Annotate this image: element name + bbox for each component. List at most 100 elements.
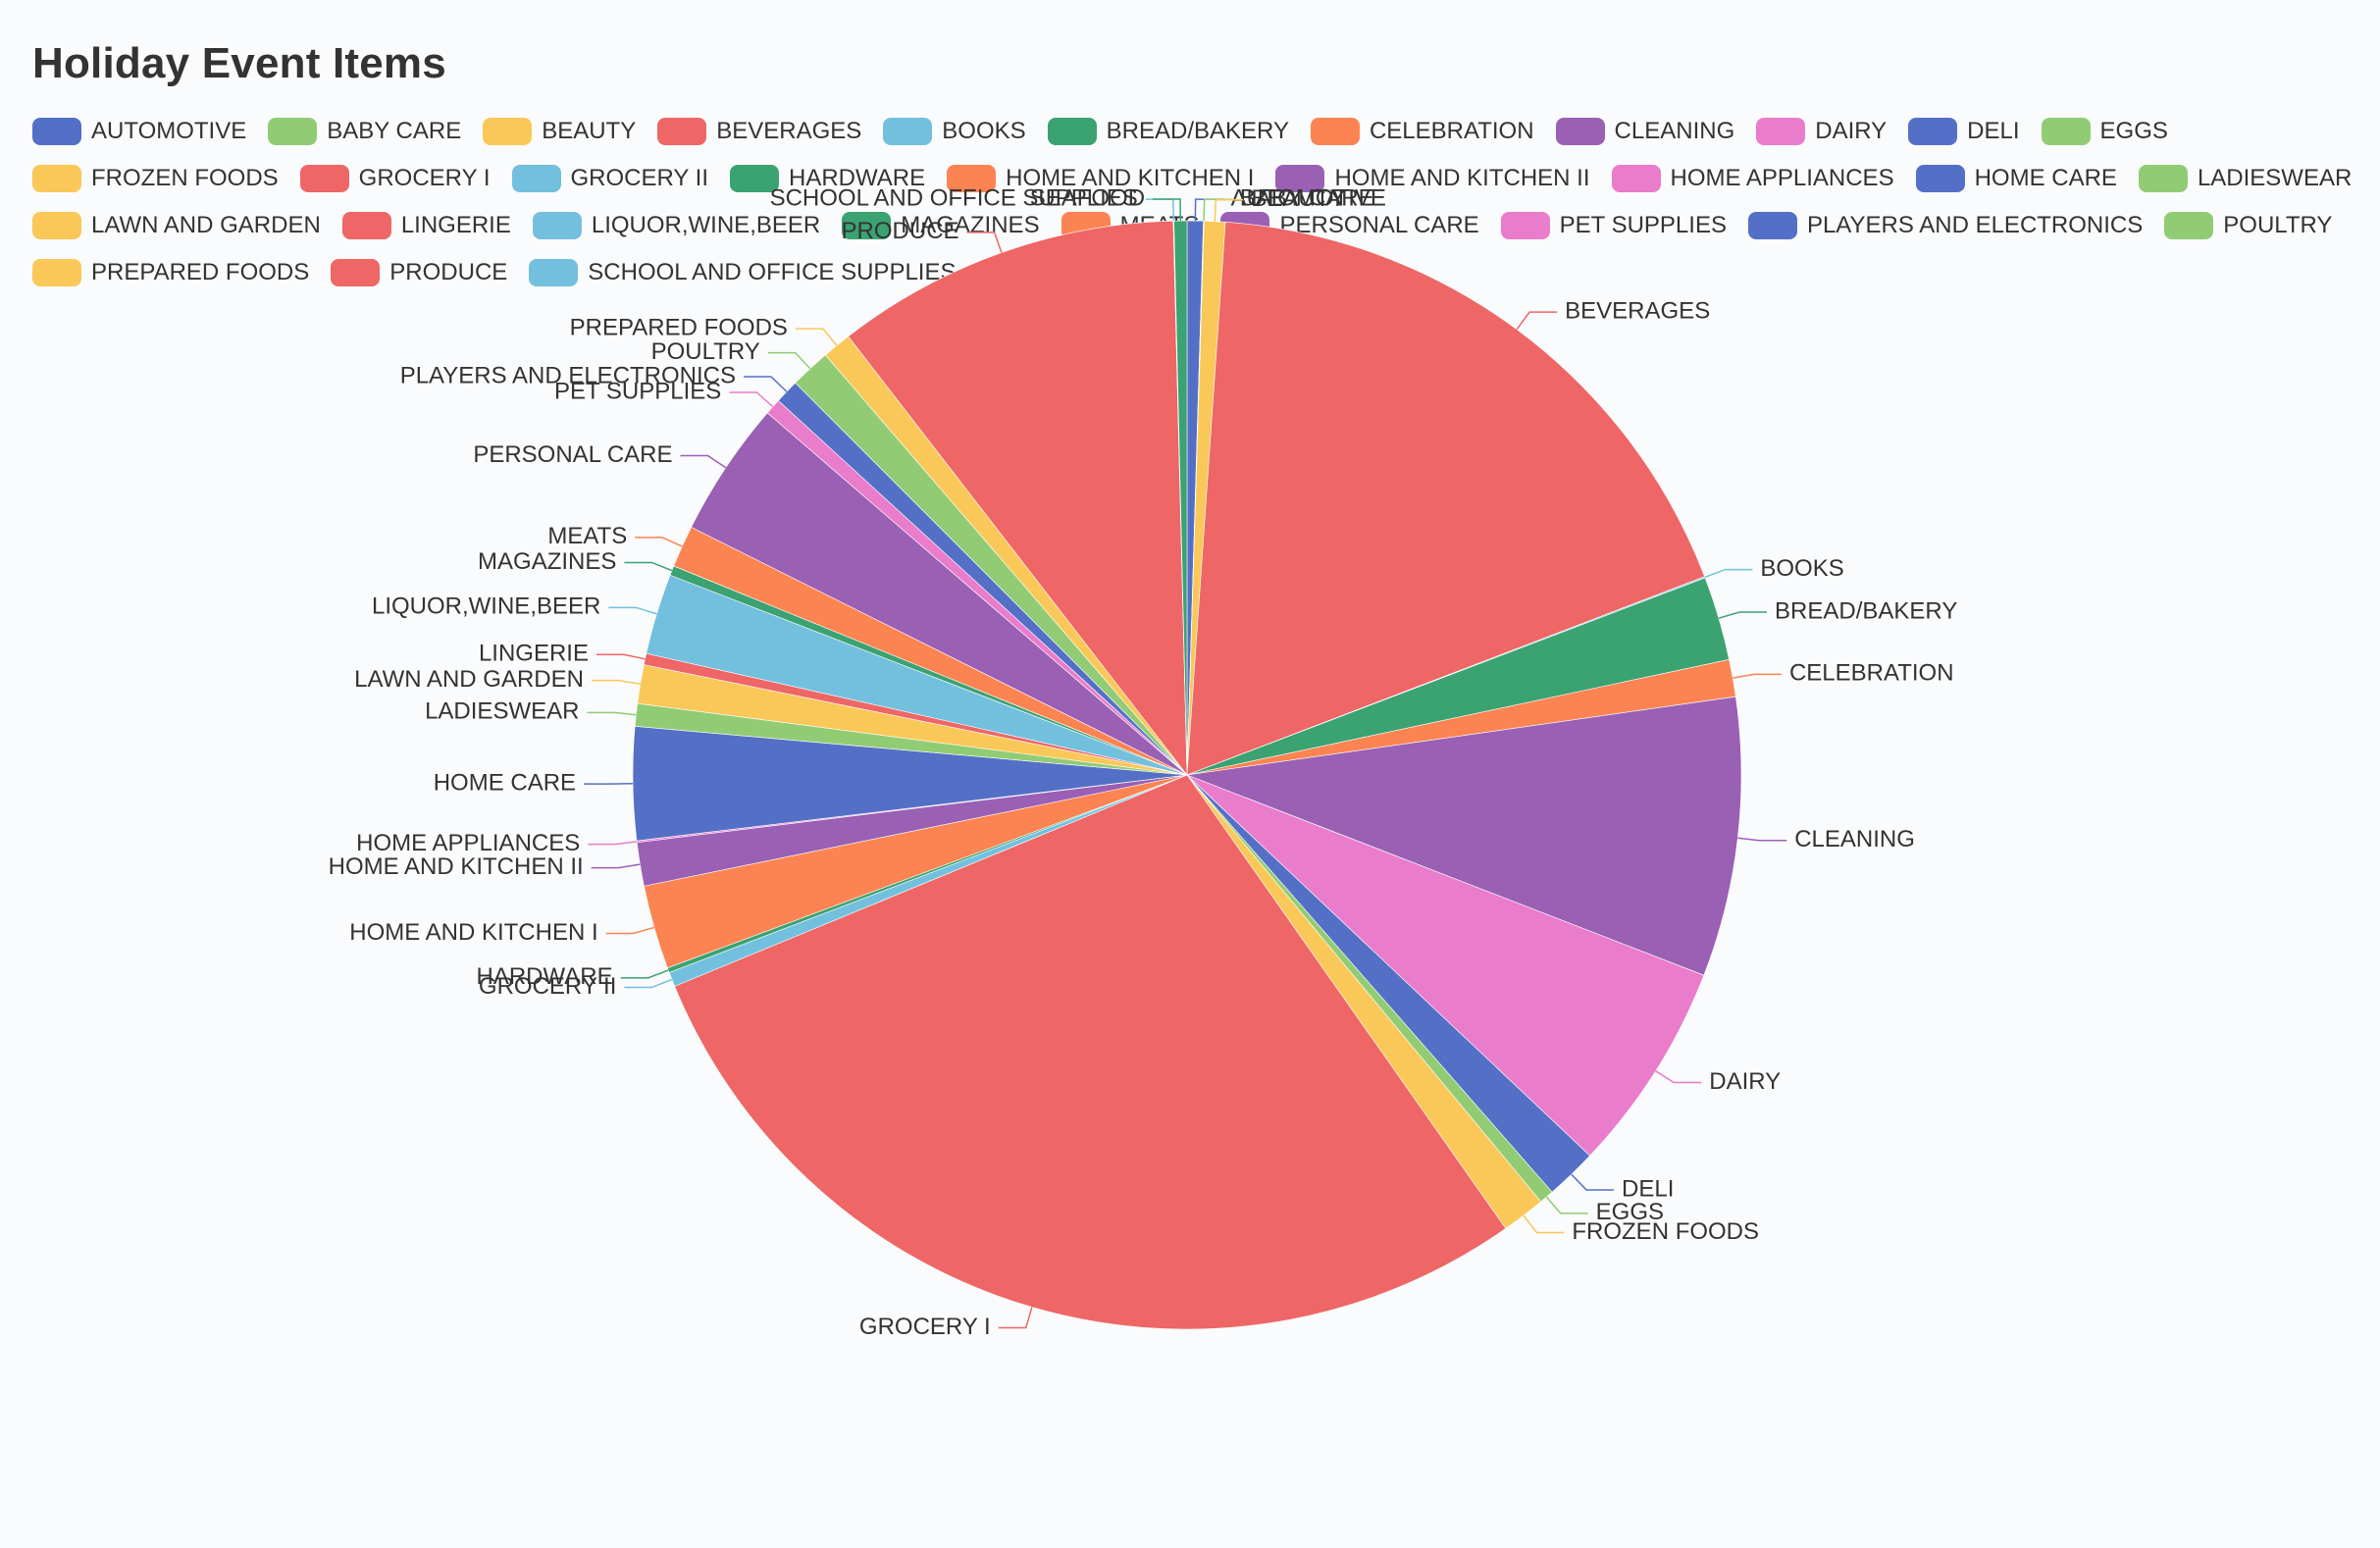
label-line-bread-bakery xyxy=(1718,611,1768,619)
legend-item-ladieswear[interactable]: LADIESWEAR xyxy=(2138,163,2353,194)
legend-swatch xyxy=(729,165,779,192)
legend-label: MAGAZINES xyxy=(901,212,1040,238)
slice-label-lawn-and-garden: LAWN AND GARDEN xyxy=(354,666,584,693)
slice-label-automotive: AUTOMOTIVE xyxy=(1231,184,1386,211)
slice-label-home-care: HOME CARE xyxy=(434,769,576,796)
legend-item-deli[interactable]: DELI xyxy=(1908,116,2020,147)
pie-slice-grocery-i[interactable] xyxy=(674,774,1507,1330)
legend-item-books[interactable]: BOOKS xyxy=(883,116,1026,147)
legend-item-home-appliances[interactable]: HOME APPLIANCES xyxy=(1611,163,1894,194)
legend-item-produce[interactable]: PRODUCE xyxy=(331,257,507,288)
legend-item-dairy[interactable]: DAIRY xyxy=(1756,116,1887,147)
slice-label-grocery-i: GROCERY I xyxy=(859,1314,991,1340)
legend-swatch xyxy=(1310,118,1360,145)
label-line-celebration xyxy=(1733,673,1782,679)
slice-label-home-appliances: HOME APPLIANCES xyxy=(356,830,580,856)
label-line-grocery-ii xyxy=(624,978,673,989)
label-line-beauty xyxy=(1214,198,1244,222)
legend-label: FROZEN FOODS xyxy=(91,165,279,191)
legend-label: PREPARED FOODS xyxy=(91,259,310,285)
legend-label: PLAYERS AND ELECTRONICS xyxy=(1806,212,2144,238)
legend-item-prepared-foods[interactable]: PREPARED FOODS xyxy=(32,257,309,288)
legend-swatch xyxy=(947,165,997,192)
label-line-baby-care xyxy=(1203,198,1232,222)
label-line-ladieswear xyxy=(587,711,637,716)
legend-label: GROCERY II xyxy=(570,165,708,191)
slice-label-poultry: POULTRY xyxy=(651,338,760,365)
slice-label-personal-care: PERSONAL CARE xyxy=(473,441,672,468)
label-line-beverages xyxy=(1516,311,1558,331)
label-line-players-and-electronics xyxy=(744,376,788,392)
slice-label-books: BOOKS xyxy=(1760,555,1843,582)
legend-item-bread-bakery[interactable]: BREAD/BAKERY xyxy=(1047,116,1289,147)
slice-label-frozen-foods: FROZEN FOODS xyxy=(1572,1218,1759,1245)
legend-swatch xyxy=(32,165,81,192)
legend-label: DELI xyxy=(1967,118,2020,144)
legend-item-hardware[interactable]: HARDWARE xyxy=(729,163,926,194)
slice-label-liquor-wine-beer: LIQUOR,WINE,BEER xyxy=(372,593,600,620)
legend-item-home-and-kitchen-i[interactable]: HOME AND KITCHEN I xyxy=(947,163,1254,194)
slice-label-seafood: SEAFOOD xyxy=(1030,184,1145,211)
legend-label: BABY CARE xyxy=(327,118,462,144)
legend-label: LADIESWEAR xyxy=(2197,165,2353,191)
legend-item-poultry[interactable]: POULTRY xyxy=(2164,210,2332,241)
legend-item-baby-care[interactable]: BABY CARE xyxy=(268,116,461,147)
legend-swatch xyxy=(268,118,318,145)
legend-swatch xyxy=(842,212,892,239)
label-line-home-and-kitchen-i xyxy=(605,926,655,935)
legend-item-automotive[interactable]: AUTOMOTIVE xyxy=(32,116,246,147)
legend-item-lawn-and-garden[interactable]: LAWN AND GARDEN xyxy=(32,210,321,241)
label-line-deli xyxy=(1571,1173,1615,1191)
pie-slice-cleaning[interactable] xyxy=(1185,696,1742,976)
legend-item-magazines[interactable]: MAGAZINES xyxy=(842,210,1040,241)
legend-item-school-and-office-supplies[interactable]: SCHOOL AND OFFICE SUPPLIES xyxy=(529,257,956,288)
label-line-magazines xyxy=(624,561,673,572)
legend-item-eggs[interactable]: EGGS xyxy=(2041,116,2168,147)
legend-item-lingerie[interactable]: LINGERIE xyxy=(341,210,511,241)
legend-swatch xyxy=(1275,165,1325,192)
slice-label-players-and-electronics: PLAYERS AND ELECTRONICS xyxy=(400,362,736,388)
legend-label: HOME AND KITCHEN II xyxy=(1334,165,1590,191)
legend-item-liquor-wine-beer[interactable]: LIQUOR,WINE,BEER xyxy=(532,210,821,241)
pie-slice-dairy[interactable] xyxy=(1186,774,1705,1157)
legend-item-grocery-i[interactable]: GROCERY I xyxy=(299,163,491,194)
legend-label: CLEANING xyxy=(1614,118,1735,144)
legend-item-home-and-kitchen-ii[interactable]: HOME AND KITCHEN II xyxy=(1275,163,1590,194)
slice-label-bread-bakery: BREAD/BAKERY xyxy=(1775,597,1957,624)
legend-swatch xyxy=(1047,118,1097,145)
slice-label-eggs: EGGS xyxy=(1596,1199,1664,1225)
legend-label: CELEBRATION xyxy=(1369,118,1534,144)
legend-label: BEVERAGES xyxy=(716,118,862,144)
legend-label: HOME CARE xyxy=(1974,165,2117,191)
legend-item-home-care[interactable]: HOME CARE xyxy=(1915,163,2117,194)
legend-item-cleaning[interactable]: CLEANING xyxy=(1555,116,1735,147)
pie-slice-produce[interactable] xyxy=(848,220,1188,776)
chart-legend: AUTOMOTIVE BABY CARE BEAUTY BEVERAGES BOOKS B… xyxy=(32,116,2357,288)
label-line-seafood xyxy=(1153,198,1182,222)
legend-item-celebration[interactable]: CELEBRATION xyxy=(1310,116,1534,147)
legend-item-players-and-electronics[interactable]: PLAYERS AND ELECTRONICS xyxy=(1747,210,2144,241)
legend-label: HARDWARE xyxy=(788,165,926,191)
legend-swatch xyxy=(483,118,533,145)
legend-label: EGGS xyxy=(2099,118,2168,144)
legend-item-grocery-ii[interactable]: GROCERY II xyxy=(511,163,708,194)
legend-label: AUTOMOTIVE xyxy=(91,118,247,144)
label-line-poultry xyxy=(767,351,811,370)
legend-item-frozen-foods[interactable]: FROZEN FOODS xyxy=(32,163,279,194)
slice-label-lingerie: LINGERIE xyxy=(479,641,589,667)
label-line-eggs xyxy=(1545,1196,1588,1214)
legend-item-beauty[interactable]: BEAUTY xyxy=(483,116,636,147)
legend-item-pet-supplies[interactable]: PET SUPPLIES xyxy=(1500,210,1727,241)
label-line-cleaning xyxy=(1737,837,1787,842)
legend-swatch xyxy=(532,212,582,239)
slice-label-pet-supplies: PET SUPPLIES xyxy=(554,378,721,404)
pie-slice-beverages[interactable] xyxy=(1186,222,1705,776)
legend-label: LIQUOR,WINE,BEER xyxy=(591,212,821,238)
label-line-pet-supplies xyxy=(729,391,774,408)
slice-label-prepared-foods: PREPARED FOODS xyxy=(570,315,788,341)
slice-label-school-and-office-supplies: SCHOOL AND OFFICE SUPPLIES xyxy=(770,185,1138,212)
slice-label-magazines: MAGAZINES xyxy=(478,548,616,575)
legend-swatch xyxy=(2164,212,2214,239)
legend-item-beverages[interactable]: BEVERAGES xyxy=(657,116,861,147)
legend-label: LINGERIE xyxy=(400,212,511,238)
